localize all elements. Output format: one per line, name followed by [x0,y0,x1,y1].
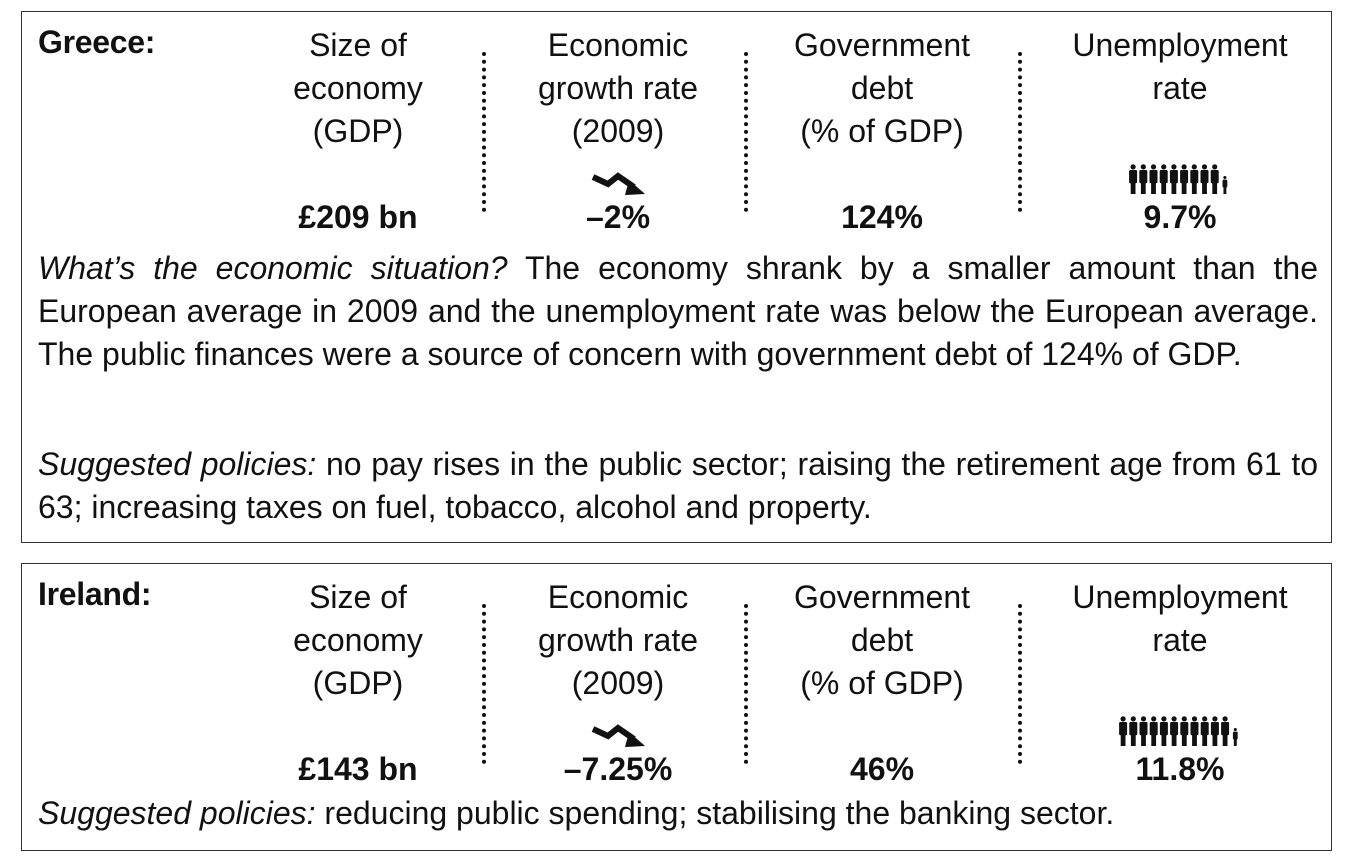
person-figure [1222,175,1228,194]
gdp-label-line: (GDP) [312,665,404,701]
person-figure [1139,164,1148,194]
growth-column: Economic growth rate (2009) –7.25% [518,576,718,787]
country-name: Greece: [38,24,156,60]
falling-arrow-icon [591,724,645,747]
person-figure [1190,164,1199,194]
person-figure [1169,716,1178,746]
person-figure [1190,716,1199,746]
gdp-label-line: Size of [309,27,407,63]
policies-paragraph: Suggested policies: reducing public spen… [38,792,1318,835]
person-figure [1129,164,1138,194]
growth-label-line: growth rate [537,70,699,106]
dotted-divider [482,604,486,764]
person-figure [1232,727,1238,746]
unemployment-value: 9.7% [1143,199,1217,235]
growth-label-line: Economic [547,27,689,63]
debt-column: Government debt (% of GDP) 46% [772,576,992,787]
gdp-column: Size of economy (GDP) £209 bn [258,24,458,235]
policies-paragraph: Suggested policies: no pay rises in the … [38,443,1318,529]
person-figure [1118,716,1127,746]
unemployment-column: Unemployment rate 11.8% [1050,576,1310,787]
gdp-value: £209 bn [298,199,418,235]
person-figure [1180,716,1189,746]
debt-value: 124% [841,199,923,235]
unemployment-label-line: Unemployment [1072,27,1288,63]
dotted-divider [482,52,486,212]
debt-value: 46% [849,751,915,787]
debt-label-line: debt [850,622,914,658]
growth-value: –2% [585,199,651,235]
person-figure [1169,164,1178,194]
policies-text: reducing public spending; stabilising th… [315,795,1115,831]
person-figure [1200,716,1209,746]
gdp-label-line: economy [293,70,423,106]
growth-label-line: Economic [547,579,689,615]
person-figure [1159,716,1168,746]
person-figure [1139,716,1148,746]
gdp-label-line: economy [293,622,423,658]
person-figure [1220,716,1229,746]
person-figure [1210,164,1219,194]
policies-text: no pay rises in the public sector; raisi… [38,446,1319,525]
unemployment-label-line: rate [1152,622,1208,658]
growth-value: –7.25% [563,751,673,787]
unemployment-label-line: rate [1152,70,1208,106]
falling-arrow-icon [591,172,645,195]
debt-label-line: (% of GDP) [800,665,964,701]
policies-label: Suggested policies: [38,446,317,482]
people-icon [1050,714,1310,750]
person-figure [1200,164,1209,194]
person-figure [1129,716,1138,746]
situation-paragraph: What’s the economic situation? The econo… [38,247,1318,376]
person-figure [1149,716,1158,746]
ireland-panel: Ireland: Size of economy (GDP) £143 bn E… [21,563,1332,851]
gdp-value: £143 bn [298,751,418,787]
person-figure [1149,164,1158,194]
situation-text: The economy shrank by a smaller amount t… [38,250,1318,372]
dotted-divider [1018,52,1022,212]
dotted-divider [1018,604,1022,764]
debt-column: Government debt (% of GDP) 124% [772,24,992,235]
growth-column: Economic growth rate (2009) –2% [518,24,718,235]
dotted-divider [744,604,748,764]
person-figure [1159,164,1168,194]
greece-panel: Greece: Size of economy (GDP) £209 bn Ec… [21,11,1332,543]
gdp-label-line: (GDP) [312,113,404,149]
debt-label-line: debt [850,70,914,106]
situation-label: What’s the economic situation? [38,250,508,286]
unemployment-value: 11.8% [1135,751,1225,787]
dotted-divider [744,52,748,212]
unemployment-label-line: Unemployment [1072,579,1288,615]
policies-label: Suggested policies: [38,795,316,831]
unemployment-column: Unemployment rate 9.7% [1050,24,1310,235]
gdp-label-line: Size of [309,579,407,615]
debt-label-line: Government [793,579,971,615]
person-figure [1210,716,1219,746]
growth-label-line: (2009) [571,665,665,701]
people-icon [1050,162,1310,198]
growth-label-line: (2009) [571,113,665,149]
country-name: Ireland: [38,576,152,612]
person-figure [1180,164,1189,194]
debt-label-line: Government [793,27,971,63]
debt-label-line: (% of GDP) [800,113,964,149]
growth-label-line: growth rate [537,622,699,658]
gdp-column: Size of economy (GDP) £143 bn [258,576,458,787]
